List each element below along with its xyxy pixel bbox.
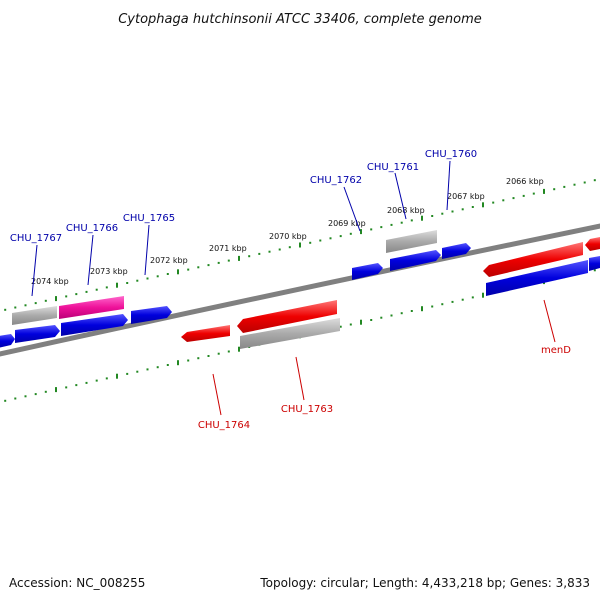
label-chu-1762[interactable]: CHU_1762 [310, 175, 362, 186]
label-chu-1760[interactable]: CHU_1760 [425, 149, 477, 160]
gene-forward-mend-adj [486, 260, 588, 296]
label-mend[interactable]: menD [541, 345, 571, 356]
kbp-label-2067: 2067 kbp [447, 192, 485, 201]
gene-forward-1761 [390, 250, 441, 271]
map-title: Cytophaga hutchinsonii ATCC 33406, compl… [118, 12, 482, 27]
gene-forward-1760 [442, 243, 471, 259]
gene-reverse-1764 [181, 325, 230, 342]
kbp-label-2069: 2069 kbp [328, 219, 366, 228]
gene-forward-1767 [15, 325, 60, 343]
gene-gray-1763 [240, 318, 340, 349]
kbp-label-2071: 2071 kbp [209, 244, 247, 253]
gene-forward-1766 [61, 314, 128, 336]
accession-text: Accession: NC_008255 [9, 576, 145, 590]
gene-gray-1762 [386, 230, 437, 253]
kbp-label-2074: 2074 kbp [31, 277, 69, 286]
gene-forward-1762 [352, 263, 383, 280]
label-chu-1761[interactable]: CHU_1761 [367, 162, 419, 173]
gene-forward-1768 [0, 334, 15, 348]
genome-backbone [0, 223, 600, 357]
summary-text: Topology: circular; Length: 4,433,218 bp… [259, 576, 590, 590]
gene-reverse-edge [585, 237, 600, 251]
gene-pink-1766 [59, 296, 124, 319]
kbp-label-2073: 2073 kbp [90, 267, 128, 276]
gene-forward-edge [589, 256, 600, 271]
forward-leader-lines [31, 160, 451, 297]
gene-forward-1765 [131, 306, 172, 324]
label-chu-1764[interactable]: CHU_1764 [198, 420, 250, 431]
kbp-label-2066: 2066 kbp [506, 177, 544, 186]
gene-reverse-1763 [237, 300, 337, 333]
kbp-label-2072: 2072 kbp [150, 256, 188, 265]
label-chu-1767[interactable]: CHU_1767 [10, 233, 62, 244]
kbp-ruler-track [4, 179, 596, 311]
reverse-leader-lines [212, 299, 556, 416]
label-chu-1763[interactable]: CHU_1763 [281, 404, 333, 415]
gene-reverse-mend [483, 242, 583, 277]
label-chu-1766[interactable]: CHU_1766 [66, 223, 118, 234]
kbp-label-2070: 2070 kbp [269, 232, 307, 241]
kbp-label-2068: 2068 kbp [387, 206, 425, 215]
label-chu-1765[interactable]: CHU_1765 [123, 213, 175, 224]
gene-gray-1767 [12, 306, 57, 325]
